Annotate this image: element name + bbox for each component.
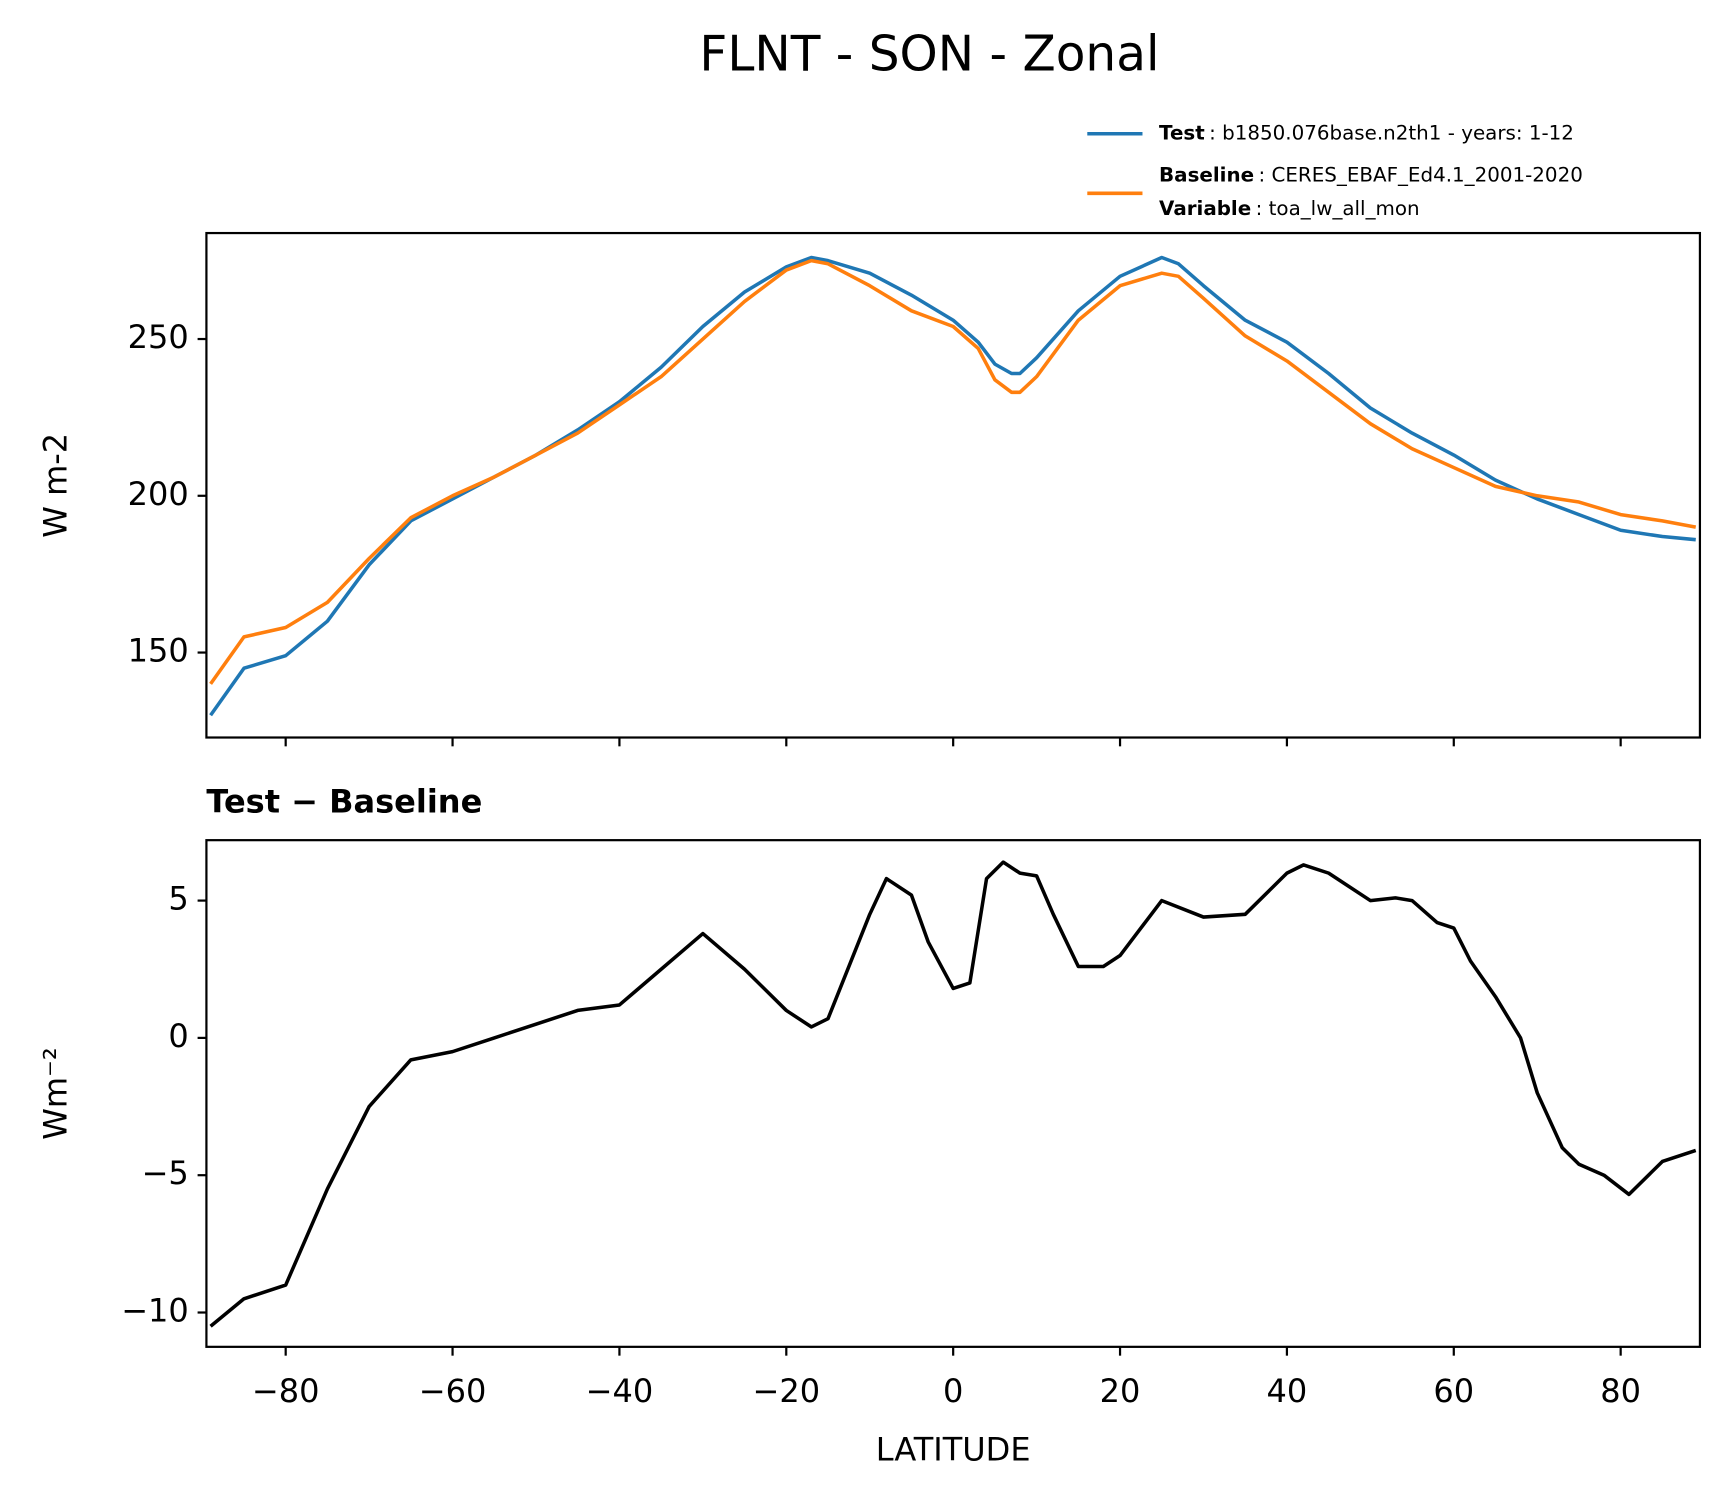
- x-tick-label: −60: [419, 1372, 487, 1410]
- figure-title: FLNT - SON - Zonal: [699, 27, 1159, 83]
- legend-entry: Test: b1850.076base.n2th1 - years: 1-12: [1159, 121, 1574, 144]
- y-tick-label: 200: [128, 475, 189, 513]
- legend-note-text: : toa_lw_all_mon: [1256, 196, 1420, 219]
- x-tick-label: 60: [1433, 1372, 1474, 1410]
- y-axis-label: Wm⁻²: [36, 1047, 74, 1140]
- y-tick-label: −10: [121, 1292, 189, 1330]
- y-tick-label: −5: [142, 1154, 189, 1192]
- legend-note-label: Variable: [1159, 196, 1251, 219]
- x-tick-label: −40: [586, 1372, 654, 1410]
- legend-description: : CERES_EBAF_Ed4.1_2001-2020: [1259, 163, 1583, 186]
- x-tick-label: 80: [1600, 1372, 1641, 1410]
- x-tick-label: 0: [943, 1372, 963, 1410]
- plot-frame: [205, 231, 1702, 739]
- y-axis-label: W m-2: [36, 433, 74, 538]
- x-tick-label: −80: [252, 1372, 320, 1410]
- legend-entry: Baseline: CERES_EBAF_Ed4.1_2001-2020: [1159, 163, 1583, 186]
- data-line: [209, 258, 1697, 685]
- legend-name: Test: [1159, 121, 1205, 144]
- y-tick-label: 150: [128, 632, 189, 670]
- x-tick-label: 40: [1267, 1372, 1308, 1410]
- legend-note: Variable: toa_lw_all_mon: [1159, 196, 1420, 219]
- x-tick-label: 20: [1100, 1372, 1141, 1410]
- legend-description: : b1850.076base.n2th1 - years: 1-12: [1209, 121, 1574, 144]
- x-axis-label: LATITUDE: [876, 1431, 1031, 1469]
- legend-name: Baseline: [1159, 163, 1254, 186]
- plot-frame: [205, 839, 1702, 1348]
- x-tick-label: −20: [753, 1372, 821, 1410]
- y-tick-label: 5: [168, 880, 188, 918]
- data-line: [209, 860, 1697, 1328]
- subtitle: Test − Baseline: [206, 783, 482, 821]
- y-tick-label: 0: [168, 1017, 188, 1055]
- y-tick-label: 250: [128, 318, 189, 356]
